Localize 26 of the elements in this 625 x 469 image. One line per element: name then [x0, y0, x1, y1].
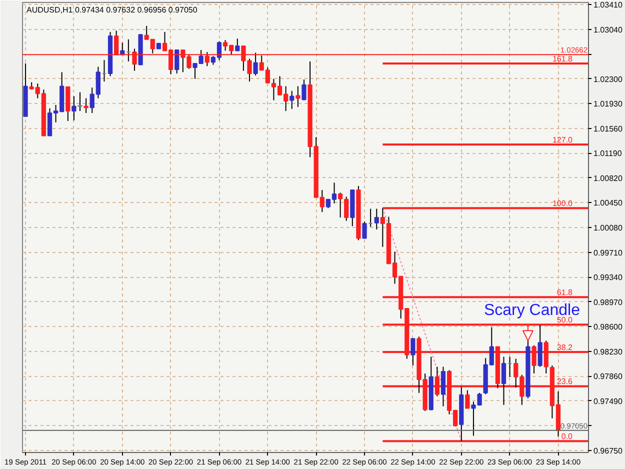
series-label: 0.0 — [561, 432, 574, 442]
y-tick-label: 0.98970 — [594, 298, 623, 307]
y-tick-label: 0.98230 — [594, 347, 623, 356]
y-tick-label: 1.00080 — [594, 224, 623, 232]
y-tick-label: 0.98600 — [594, 322, 623, 332]
chart-title: AUDUSD,H1 0.97434 0.97632 0.96956 0.97050 — [26, 6, 198, 14]
series-label: 38.2 — [556, 343, 574, 352]
series-label: 61.8 — [556, 288, 574, 298]
y-tick-label: 0.99710 — [594, 248, 623, 258]
series-label: 100.0 — [552, 199, 574, 208]
y-tick-label: 1.00820 — [594, 174, 623, 183]
series-label: 50.0 — [556, 316, 574, 325]
y-tick-label: 1.02300 — [594, 74, 623, 84]
y-tick-label: 1.00450 — [594, 198, 623, 208]
series-label: 23.6 — [556, 377, 574, 386]
y-tick-label: 1.01190 — [594, 149, 622, 158]
y-tick-label: 1.03040 — [594, 25, 623, 34]
y-tick-label: 0.96750 — [594, 446, 623, 456]
series-label: 127.0 — [552, 135, 574, 144]
y-tick-label: 0.97490 — [594, 396, 623, 406]
y-tick-label: 0.97860 — [594, 372, 623, 382]
y-tick-label: 1.01930 — [594, 100, 623, 109]
y-tick-label: 1.01560 — [594, 124, 623, 134]
y-tick-label: 0.99340 — [594, 273, 623, 282]
y-tick-label: 1.03410 — [594, 0, 623, 10]
series-label: 161.8 — [552, 54, 574, 64]
